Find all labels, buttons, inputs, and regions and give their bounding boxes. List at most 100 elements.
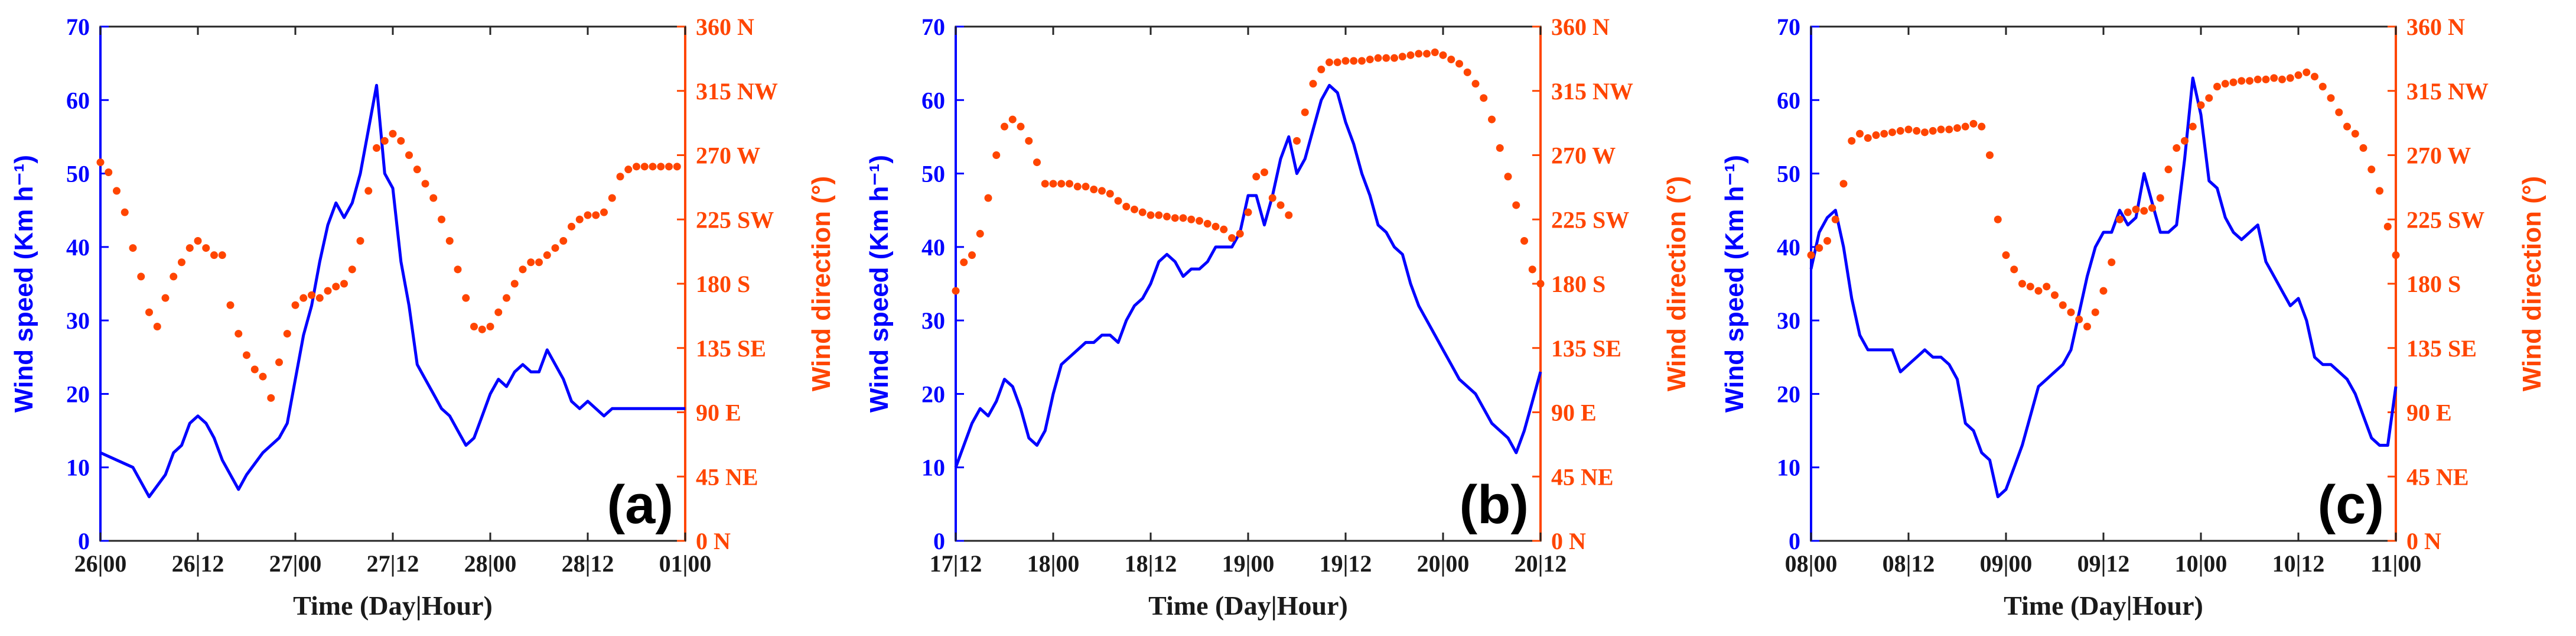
x-tick-label: 26|00 bbox=[74, 550, 127, 577]
x-tick-label: 11|00 bbox=[2370, 550, 2422, 577]
chart-panel-1: 0 10 20 30 40 50 60 70 0 N 45 NE 90 E 135 SE 180 S 22… bbox=[9, 14, 836, 621]
y-tick-label: 0 bbox=[933, 528, 945, 554]
wind-direction-point bbox=[1114, 197, 1122, 205]
wind-direction-point bbox=[2229, 78, 2238, 86]
wind-direction-point bbox=[952, 287, 960, 295]
wind-direction-point bbox=[1228, 234, 1236, 242]
y-tick-label: 0 bbox=[78, 528, 90, 554]
x-tick-label: 10|00 bbox=[2175, 550, 2227, 577]
y2-tick-label: 90 E bbox=[2406, 400, 2452, 426]
y2-tick-label: 315 NW bbox=[696, 78, 778, 105]
wind-direction-point bbox=[1520, 237, 1528, 245]
wind-direction-point bbox=[137, 272, 145, 281]
wind-direction-point bbox=[2181, 137, 2189, 145]
y-tick-label: 30 bbox=[66, 307, 90, 334]
y2-tick-label: 45 NE bbox=[696, 463, 758, 490]
wind-direction-point bbox=[575, 215, 584, 223]
x-tick-label: 18|12 bbox=[1125, 550, 1177, 577]
y2-tick-label: 0 N bbox=[1551, 528, 1586, 554]
wind-direction-point bbox=[1163, 212, 1171, 220]
wind-direction-point bbox=[291, 301, 299, 309]
y2-tick-label: 360 N bbox=[2406, 14, 2465, 40]
wind-direction-point bbox=[2343, 122, 2351, 131]
wind-direction-point bbox=[1358, 57, 1366, 65]
wind-direction-point bbox=[1382, 54, 1390, 62]
wind-direction-point bbox=[2116, 215, 2124, 223]
x-tick-label: 01|00 bbox=[659, 550, 712, 577]
wind-direction-point bbox=[1455, 60, 1463, 68]
wind-direction-point bbox=[2246, 77, 2253, 85]
wind-direction-point bbox=[275, 358, 283, 366]
wind-direction-point bbox=[2213, 83, 2221, 90]
wind-direction-point bbox=[1066, 180, 1073, 188]
y-tick-label: 40 bbox=[1777, 234, 1800, 261]
y-tick-label: 10 bbox=[1777, 455, 1800, 481]
wind-direction-point bbox=[1317, 66, 1326, 73]
y2-tick-label: 360 N bbox=[1551, 14, 1610, 40]
y-tick-label: 60 bbox=[66, 87, 90, 113]
wind-direction-point bbox=[600, 208, 608, 216]
y2-tick-label: 135 SE bbox=[2406, 335, 2477, 362]
y-tick-label: 20 bbox=[1777, 381, 1800, 407]
wind-direction-point bbox=[1986, 151, 1994, 159]
wind-direction-point bbox=[1488, 115, 1496, 124]
wind-direction-point bbox=[2164, 166, 2173, 174]
wind-direction-point bbox=[1301, 108, 1309, 116]
wind-direction-point bbox=[1929, 126, 1937, 135]
wind-direction-point bbox=[2253, 75, 2262, 83]
wind-direction-point bbox=[1856, 129, 1864, 138]
wind-direction-point bbox=[2148, 204, 2156, 212]
y-tick-label: 40 bbox=[66, 234, 90, 261]
wind-direction-point bbox=[1333, 58, 1341, 66]
wind-direction-point bbox=[1848, 137, 1856, 145]
wind-direction-point bbox=[968, 251, 976, 259]
y2-axis-label: Wind direction (°) bbox=[807, 176, 836, 391]
y2-tick-label: 315 NW bbox=[1551, 78, 1633, 105]
wind-direction-point bbox=[551, 244, 559, 252]
wind-speed-line bbox=[1809, 76, 2398, 498]
y2-tick-label: 225 SW bbox=[1551, 206, 1629, 233]
wind-direction-point bbox=[2051, 291, 2059, 299]
wind-direction-point bbox=[1212, 222, 1220, 231]
y2-tick-label: 270 W bbox=[1551, 142, 1616, 169]
wind-direction-point bbox=[1904, 125, 1913, 134]
wind-direction-point bbox=[1496, 144, 1504, 152]
panel-label: (a) bbox=[607, 475, 673, 535]
wind-direction-point bbox=[1138, 208, 1147, 216]
wind-direction-point bbox=[1001, 122, 1008, 131]
wind-direction-point bbox=[2002, 251, 2010, 259]
y-tick-label: 30 bbox=[921, 307, 945, 334]
y2-tick-label: 180 S bbox=[1551, 271, 1605, 297]
wind-direction-point bbox=[1969, 119, 1978, 128]
wind-direction-point bbox=[2189, 122, 2197, 131]
plot-frame bbox=[955, 25, 1542, 542]
wind-direction-point bbox=[486, 323, 494, 330]
wind-direction-point bbox=[503, 294, 510, 302]
wind-direction-point bbox=[1471, 80, 1480, 88]
wind-direction-point bbox=[1431, 48, 1439, 56]
wind-direction-point bbox=[2327, 94, 2335, 102]
wind-direction-point bbox=[1244, 208, 1252, 216]
wind-direction-point bbox=[535, 258, 543, 267]
wind-direction-point bbox=[584, 211, 592, 219]
wind-direction-point bbox=[121, 208, 129, 216]
wind-direction-point bbox=[1961, 122, 1969, 131]
y2-tick-label: 180 S bbox=[2406, 271, 2461, 297]
wind-direction-point bbox=[1073, 183, 1082, 191]
y-tick-label: 30 bbox=[1777, 307, 1800, 334]
wind-direction-point bbox=[1171, 214, 1179, 222]
y-tick-label: 50 bbox=[1777, 161, 1800, 187]
wind-direction-point bbox=[559, 237, 568, 245]
panel-label: (b) bbox=[1460, 475, 1529, 535]
wind-direction-point bbox=[624, 166, 633, 174]
x-tick-label: 09|12 bbox=[2077, 550, 2130, 577]
wind-direction-point bbox=[1155, 211, 1163, 219]
y2-tick-label: 270 W bbox=[696, 142, 760, 169]
wind-direction-point bbox=[1179, 214, 1187, 222]
wind-direction-point bbox=[568, 222, 575, 231]
y-tick-label: 10 bbox=[66, 455, 90, 481]
wind-direction-point bbox=[202, 244, 210, 252]
wind-direction-point bbox=[445, 237, 454, 245]
y2-axis-label: Wind direction (°) bbox=[1662, 176, 1691, 391]
wind-direction-point bbox=[1374, 54, 1382, 62]
